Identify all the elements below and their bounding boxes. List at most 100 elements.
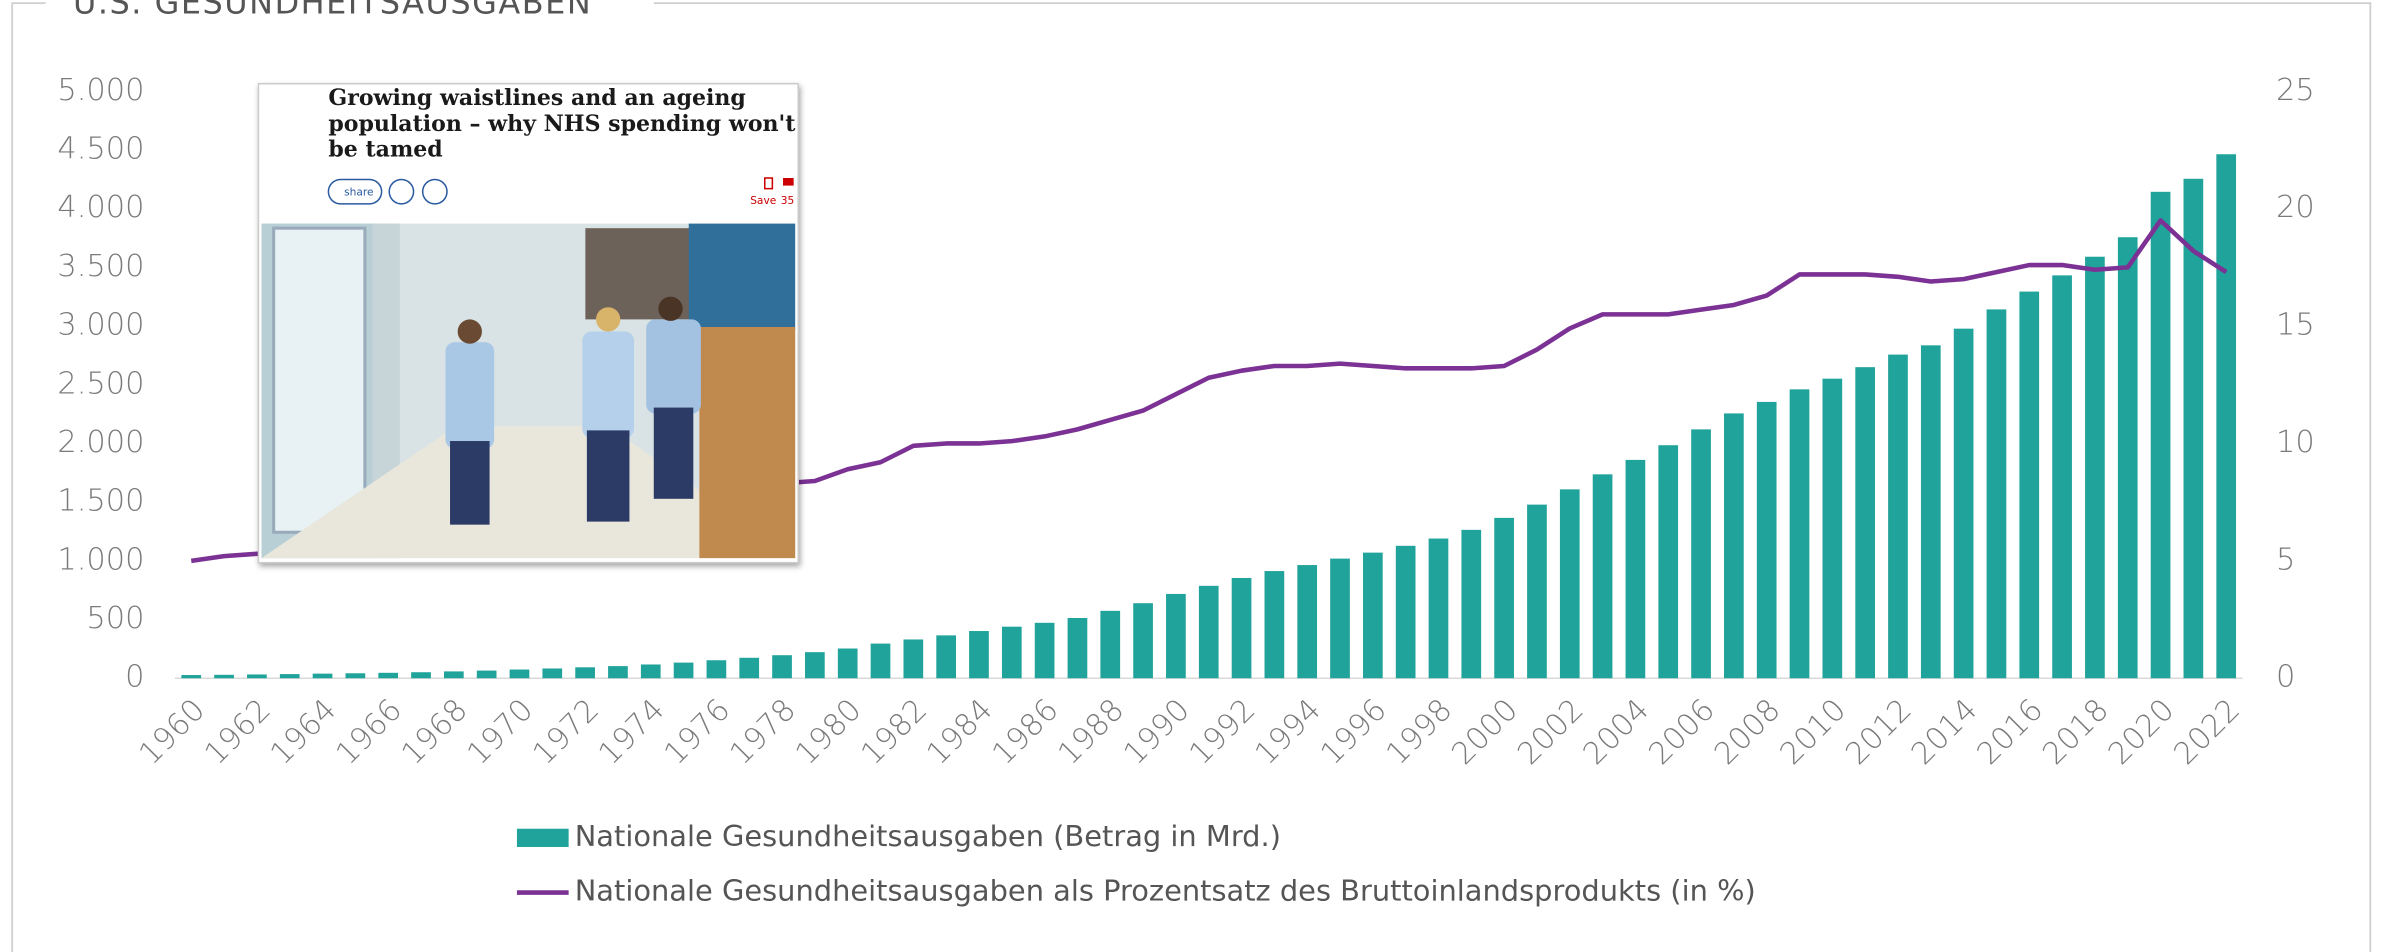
- bar: [1297, 565, 1318, 679]
- x-tick-label: 1974: [592, 693, 671, 772]
- x-tick-label: 1960: [133, 693, 212, 772]
- frame: [11, 2, 2372, 952]
- bar: [2183, 178, 2204, 679]
- bar: [1724, 413, 1744, 679]
- x-tick-label: 2000: [1445, 693, 1524, 772]
- bar: [443, 671, 464, 679]
- x-tick-label: 1980: [789, 693, 868, 772]
- bar: [936, 635, 956, 679]
- bar: [673, 662, 694, 679]
- bar: [969, 631, 989, 679]
- bar: [378, 672, 399, 679]
- y2-tick-label: 5: [2276, 542, 2295, 577]
- x-tick-label: 1962: [198, 693, 277, 772]
- twitter-button[interactable]: [388, 178, 415, 205]
- bar: [1592, 474, 1613, 679]
- bar: [2085, 256, 2105, 679]
- email-button[interactable]: [421, 178, 448, 205]
- x-tick-label: 2014: [1905, 693, 1984, 772]
- bar: [1920, 345, 1941, 679]
- bar: [1428, 538, 1449, 679]
- x-tick-label: 2018: [2036, 693, 2115, 772]
- bar: [739, 657, 760, 679]
- bar: [1198, 585, 1219, 679]
- bar: [1625, 459, 1646, 679]
- bar: [2150, 191, 2171, 679]
- article-inset: Growing waistlines and an ageing populat…: [257, 82, 799, 564]
- bar: [1133, 603, 1153, 679]
- x-tick-label: 1972: [526, 693, 605, 772]
- bar: [1330, 558, 1350, 679]
- bar: [2052, 275, 2072, 679]
- x-tick-label: 1964: [264, 693, 343, 772]
- bar: [640, 664, 661, 679]
- bar: [837, 648, 858, 679]
- save-label: Save: [750, 194, 776, 207]
- bar: [1362, 552, 1383, 679]
- y-tick-label: 5.000: [57, 73, 144, 108]
- y2-tick-label: 0: [2276, 660, 2295, 695]
- y-tick-label: 0: [125, 660, 144, 695]
- headline-line: population – why NHS spending won't: [328, 111, 796, 137]
- x-tick-label: 1998: [1380, 693, 1459, 772]
- bar: [903, 639, 924, 679]
- y-tick-label: 500: [86, 601, 144, 636]
- x-tick-label: 2022: [2168, 693, 2247, 772]
- y-tick-label: 2.000: [57, 425, 144, 460]
- x-tick-label: 1988: [1052, 693, 1131, 772]
- x-tick-label: 2008: [1708, 693, 1787, 772]
- headline-line: be tamed: [328, 137, 442, 163]
- x-tick-label: 1984: [920, 693, 999, 772]
- share-label: share: [344, 185, 373, 198]
- y-tick-label: 1.000: [57, 542, 144, 577]
- headline-line: Growing waistlines and an ageing: [328, 85, 745, 111]
- x-tick-label: 1996: [1314, 693, 1393, 772]
- bar: [345, 673, 366, 679]
- legend-label: Nationale Gesundheitsausgaben als Prozen…: [575, 874, 1756, 908]
- bar: [1395, 545, 1416, 679]
- title-backdrop: [45, 0, 654, 22]
- y-tick-label: 3.500: [57, 249, 144, 284]
- bar: [1855, 367, 1876, 679]
- x-tick-label: 1976: [658, 693, 737, 772]
- x-tick-label: 1992: [1183, 693, 1262, 772]
- bar: [542, 668, 563, 679]
- bar: [279, 674, 300, 679]
- bar: [1494, 517, 1514, 679]
- x-tick-label: 1970: [461, 693, 540, 772]
- bar: [608, 666, 628, 679]
- bar: [1691, 429, 1711, 679]
- share-button[interactable]: [327, 178, 383, 205]
- comment-icon: [783, 178, 794, 186]
- bar: [1953, 328, 1974, 679]
- x-tick-label: 1986: [986, 693, 1065, 772]
- save-icon: [764, 177, 774, 190]
- bar: [1527, 504, 1547, 679]
- y2-tick-label: 25: [2276, 73, 2315, 108]
- x-tick-label: 2010: [1774, 693, 1853, 772]
- y2-tick-label: 20: [2276, 190, 2315, 225]
- bar: [509, 669, 530, 679]
- bar: [1231, 577, 1252, 679]
- bar: [1559, 489, 1580, 679]
- bar: [1001, 626, 1022, 679]
- bar: [1067, 618, 1088, 679]
- bar: [1822, 378, 1843, 679]
- bar: [1986, 309, 2007, 679]
- bar: [181, 675, 202, 679]
- x-tick-label: 2002: [1511, 693, 1590, 772]
- bar: [411, 672, 431, 679]
- bar: [870, 643, 891, 679]
- x-tick-label: 2012: [1839, 693, 1918, 772]
- bar: [2117, 237, 2138, 679]
- y2-tick-label: 15: [2276, 308, 2315, 343]
- bar: [2216, 154, 2237, 679]
- bar: [1888, 354, 1908, 679]
- bar: [772, 655, 792, 679]
- legend-swatch: [516, 828, 569, 847]
- bar: [1264, 571, 1285, 679]
- bar: [1034, 622, 1055, 679]
- bar: [214, 674, 234, 679]
